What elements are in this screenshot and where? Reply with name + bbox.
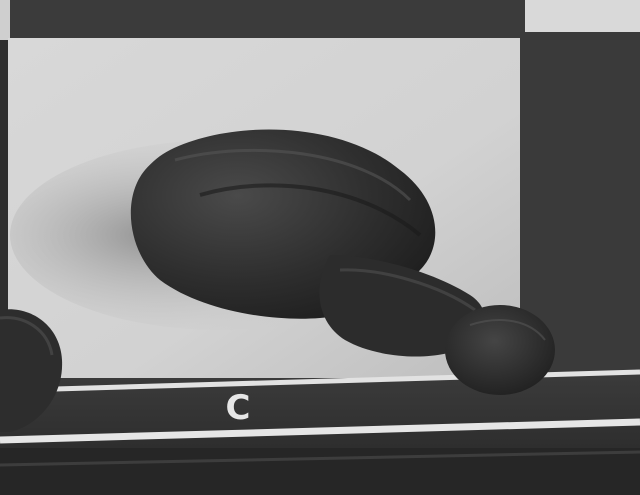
light-square-top-right [525, 0, 640, 32]
black-pawn [130, 129, 555, 395]
light-square-edge [0, 0, 10, 40]
frame-outer-line [0, 418, 640, 444]
partial-piece-left [0, 309, 63, 432]
frame-edge [0, 448, 640, 495]
file-label-c: C [225, 388, 251, 428]
